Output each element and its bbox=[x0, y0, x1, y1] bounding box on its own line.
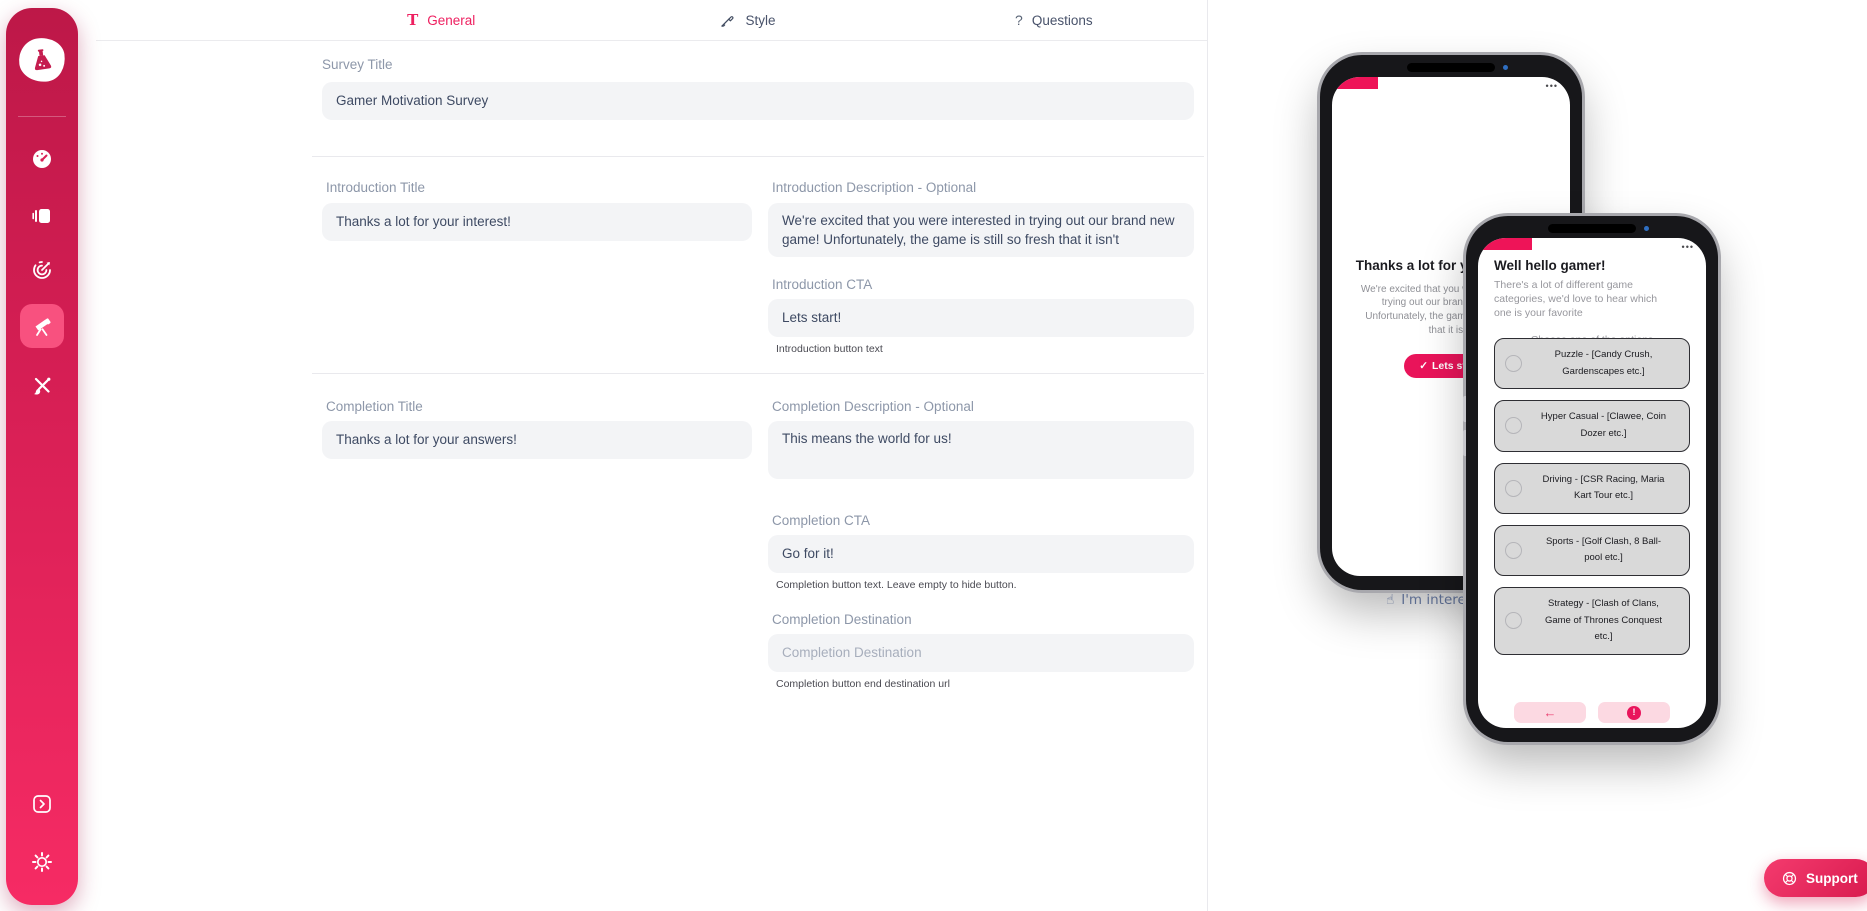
options-list: Puzzle - [Candy Crush, Gardenscapes etc.… bbox=[1494, 338, 1690, 706]
tab-style-label: Style bbox=[745, 12, 776, 28]
volume-button bbox=[1463, 430, 1466, 456]
option-card[interactable]: Hyper Casual - [Clawee, Coin Dozer etc.] bbox=[1494, 400, 1690, 452]
tab-bar: T General Style ? Questions bbox=[96, 0, 1207, 41]
sidebar-item-dashboard[interactable] bbox=[6, 137, 78, 181]
support-button[interactable]: Support bbox=[1764, 859, 1867, 897]
target-icon bbox=[33, 261, 51, 279]
tab-style[interactable]: Style bbox=[594, 0, 900, 40]
support-label: Support bbox=[1806, 870, 1858, 886]
option-card[interactable]: Sports - [Golf Clash, 8 Ball-pool etc.] bbox=[1494, 524, 1690, 576]
telescope-icon bbox=[35, 318, 51, 336]
more-options-icon[interactable]: ••• bbox=[1545, 81, 1558, 91]
brush-icon bbox=[721, 15, 734, 27]
preview-question-description: There's a lot of different game categori… bbox=[1494, 279, 1658, 320]
radio-icon[interactable] bbox=[1505, 612, 1522, 630]
more-options-icon[interactable]: ••• bbox=[1681, 242, 1694, 252]
check-icon: ✓ bbox=[1419, 359, 1429, 372]
chevron-box-icon bbox=[33, 795, 51, 813]
sidebar-item-customize[interactable] bbox=[6, 364, 78, 408]
phone-camera-dot bbox=[1644, 226, 1649, 231]
sidebar-item-boards[interactable] bbox=[6, 194, 78, 238]
completion-destination-input[interactable]: Completion Destination bbox=[768, 634, 1194, 672]
survey-title-label: Survey Title bbox=[322, 57, 393, 72]
boards-icon bbox=[32, 209, 50, 223]
text-icon: T bbox=[407, 11, 419, 29]
panel-divider bbox=[1207, 0, 1208, 911]
option-label: Puzzle - [Candy Crush, Gardenscapes etc.… bbox=[1554, 349, 1653, 377]
radio-icon[interactable] bbox=[1505, 355, 1522, 373]
option-label: Hyper Casual - [Clawee, Coin Dozer etc.] bbox=[1540, 411, 1667, 439]
completion-desc-label: Completion Description - Optional bbox=[772, 399, 974, 414]
completion-cta-label: Completion CTA bbox=[772, 513, 871, 528]
option-card[interactable]: Driving - [CSR Racing, Maria Kart Tour e… bbox=[1494, 462, 1690, 514]
completion-cta-helper: Completion button text. Leave empty to h… bbox=[776, 579, 1017, 591]
gauge-icon bbox=[33, 150, 51, 168]
sidebar-divider bbox=[18, 116, 66, 117]
radio-icon[interactable] bbox=[1505, 417, 1522, 435]
sidebar bbox=[6, 8, 78, 905]
back-arrow-icon: ← bbox=[1543, 705, 1557, 720]
intro-cta-input[interactable]: Lets start! bbox=[768, 299, 1194, 337]
phone-notch bbox=[1407, 63, 1495, 72]
intro-desc-textarea[interactable]: We're excited that you were interested i… bbox=[768, 203, 1194, 257]
volume-button bbox=[1463, 396, 1466, 422]
preview-intro-description: We're excited that you were interested i… bbox=[1360, 283, 1542, 336]
survey-title-input[interactable]: Gamer Motivation Survey bbox=[322, 82, 1194, 120]
completion-destination-helper: Completion button end destination url bbox=[776, 678, 950, 690]
settings-gear-icon bbox=[32, 852, 52, 872]
section-divider bbox=[312, 156, 1204, 157]
tab-general[interactable]: T General bbox=[288, 0, 594, 40]
sidebar-item-discover[interactable] bbox=[6, 304, 78, 348]
completion-cta-input[interactable]: Go for it! bbox=[768, 535, 1194, 573]
radio-icon[interactable] bbox=[1505, 541, 1522, 559]
progress-bar bbox=[1332, 77, 1378, 89]
preview-action-bar: ← ! bbox=[1478, 702, 1706, 723]
back-button[interactable]: ← bbox=[1514, 702, 1586, 723]
completion-title-input[interactable]: Thanks a lot for your answers! bbox=[322, 421, 752, 459]
option-card[interactable]: Strategy - [Clash of Clans, Game of Thro… bbox=[1494, 587, 1690, 655]
radio-icon[interactable] bbox=[1505, 479, 1522, 497]
lifebuoy-icon bbox=[1782, 871, 1797, 885]
flask-logo-icon bbox=[16, 35, 68, 85]
design-tools-icon bbox=[34, 377, 51, 395]
completion-destination-label: Completion Destination bbox=[772, 612, 912, 627]
intro-cta-helper: Introduction button text bbox=[776, 343, 883, 355]
intro-title-label: Introduction Title bbox=[326, 180, 426, 195]
intro-desc-label: Introduction Description - Optional bbox=[772, 180, 977, 195]
phone-preview-question: ••• Well hello gamer! There's a lot of d… bbox=[1463, 216, 1718, 742]
phone-screen: ••• Well hello gamer! There's a lot of d… bbox=[1478, 238, 1706, 728]
option-label: Sports - [Golf Clash, 8 Ball-pool etc.] bbox=[1545, 535, 1662, 564]
alert-button[interactable]: ! bbox=[1598, 702, 1670, 723]
progress-bar bbox=[1478, 238, 1532, 250]
section-divider bbox=[312, 373, 1204, 374]
option-label: Strategy - [Clash of Clans, Game of Thro… bbox=[1544, 598, 1663, 643]
intro-cta-label: Introduction CTA bbox=[772, 277, 873, 292]
option-card[interactable]: Puzzle - [Candy Crush, Gardenscapes etc.… bbox=[1494, 338, 1690, 390]
completion-desc-textarea[interactable]: This means the world for us! bbox=[768, 421, 1194, 479]
app-logo[interactable] bbox=[16, 35, 68, 85]
phone-notch bbox=[1548, 224, 1636, 233]
preview-question-title: Well hello gamer! bbox=[1494, 258, 1606, 273]
sidebar-item-settings[interactable] bbox=[6, 840, 78, 884]
tab-questions[interactable]: ? Questions bbox=[901, 0, 1207, 40]
intro-title-input[interactable]: Thanks a lot for your interest! bbox=[322, 203, 752, 241]
alert-icon: ! bbox=[1627, 705, 1641, 720]
option-label: Driving - [CSR Racing, Maria Kart Tour e… bbox=[1542, 473, 1665, 502]
tab-general-label: General bbox=[427, 12, 476, 28]
sidebar-item-goals[interactable] bbox=[6, 248, 78, 292]
pointing-hand-icon: ☝ bbox=[1386, 592, 1395, 608]
question-icon: ? bbox=[1015, 12, 1023, 28]
tab-questions-label: Questions bbox=[1031, 12, 1093, 28]
sidebar-item-collapse[interactable] bbox=[6, 782, 78, 826]
completion-title-label: Completion Title bbox=[326, 399, 423, 414]
phone-camera-dot bbox=[1503, 65, 1508, 70]
